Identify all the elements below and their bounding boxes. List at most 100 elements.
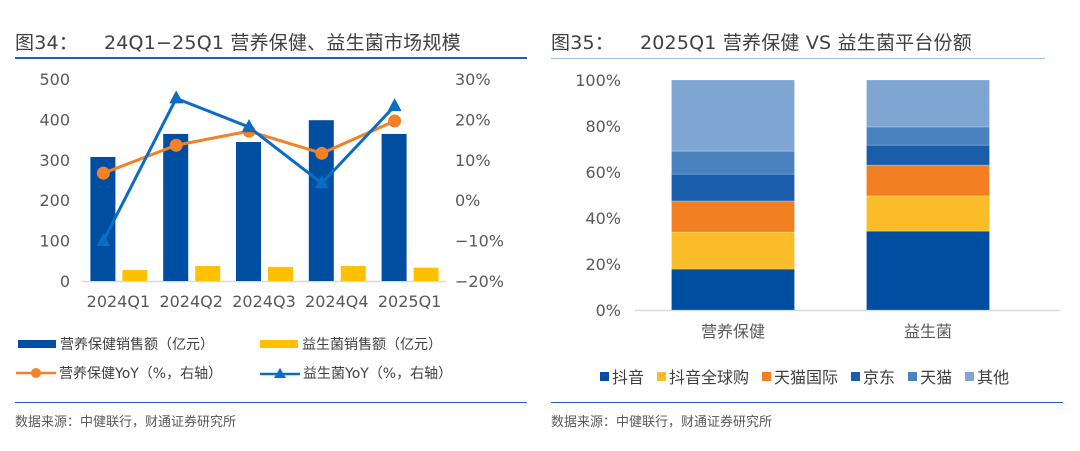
x-axis-tick-label: 2025Q1 — [378, 292, 442, 311]
x-axis-tick-label: 营养保健 — [701, 322, 765, 341]
y-axis-tick-label: 500 — [39, 70, 70, 89]
bar-probiotic-sales — [122, 270, 148, 281]
y2-axis-tick-label: 20% — [455, 110, 491, 129]
x-axis-tick-label: 2024Q2 — [159, 292, 223, 311]
right-figure-number: 图35： — [551, 32, 614, 54]
legend-label: 抖音 — [612, 368, 645, 387]
y-axis-tick-label: 0% — [596, 301, 621, 320]
legend-swatch-square-icon — [762, 371, 772, 381]
y-axis-tick-label: 100% — [575, 71, 621, 90]
stacked-segment-天猫国际 — [866, 164, 990, 197]
legend-item-probiotic-sales: 益生菌销售额（亿元） — [260, 334, 442, 354]
y2-axis-tick-label: −20% — [455, 272, 504, 291]
left-title-rule — [15, 57, 527, 59]
stacked-segment-京东 — [671, 173, 795, 202]
stacked-segment-天猫国际 — [671, 200, 795, 233]
bar-nutrition-sales — [236, 142, 261, 281]
left-source-rule — [15, 402, 527, 403]
legend-label: 益生菌销售额（亿元） — [302, 337, 442, 353]
marker-nutrition-yoy-point — [315, 146, 329, 160]
legend-item-天猫国际: 天猫国际 — [762, 364, 838, 388]
legend-item-天猫: 天猫 — [908, 364, 952, 388]
y-axis-tick-label: 60% — [585, 163, 621, 182]
left-source-note: 数据来源：中健联行，财通证券研究所 — [15, 415, 237, 430]
marker-probiotic-yoy-point — [169, 90, 184, 104]
y-axis-tick-label: 100 — [39, 232, 70, 251]
stacked-segment-京东 — [866, 144, 990, 166]
left-legend-row-2: 营养保健YoY（%，右轴） 益生菌YoY（%，右轴） — [16, 363, 452, 383]
y-axis-tick-label: 20% — [585, 255, 621, 274]
stacked-segment-其他 — [671, 79, 795, 152]
x-axis-tick-label: 2024Q3 — [232, 292, 296, 311]
right-figure-title-text: 2025Q1 营养保健 VS 益生菌平台份额 — [639, 32, 972, 54]
x-axis-tick-label: 2024Q4 — [305, 292, 369, 311]
x-axis-tick-label: 益生菌 — [904, 322, 952, 341]
marker-nutrition-yoy-point — [96, 166, 110, 180]
right-source-rule — [551, 402, 1063, 403]
left-figure-number: 图34： — [15, 32, 78, 54]
legend-item-其他: 其他 — [965, 364, 1009, 388]
y-axis-tick-label: 40% — [585, 209, 621, 228]
left-combo-chart: 0 100 200 300 400 500 −20% −10% 0% 10% 20% 30% 2024Q… — [39, 70, 504, 311]
right-legend: 抖音 抖音全球购 天猫国际 京东 天猫 其他 — [600, 364, 1022, 388]
stacked-segment-抖音全球购 — [671, 231, 795, 270]
legend-item-nutrition-sales: 营养保健销售额（亿元） — [18, 334, 260, 354]
legend-label: 营养保健YoY（%，右轴） — [59, 366, 223, 382]
left-legend-row-1: 营养保健销售额（亿元） 益生菌销售额（亿元） — [18, 334, 442, 354]
legend-swatch-square-icon — [908, 371, 918, 381]
stacked-segment-天猫 — [866, 126, 990, 146]
bar-probiotic-sales — [268, 266, 293, 281]
legend-item-抖音: 抖音 — [600, 364, 644, 388]
y-axis-tick-label: 300 — [39, 151, 70, 170]
y-axis-tick-label: 0 — [60, 272, 70, 291]
legend-item-probiotic-yoy: 益生菌YoY（%，右轴） — [260, 363, 452, 383]
marker-probiotic-yoy-point — [242, 119, 256, 133]
bar-probiotic-sales — [195, 266, 221, 281]
right-stacked-bar-chart: 0% 20% 40% 60% 80% 100% 营养保健 益生菌 — [575, 71, 1060, 341]
legend-label: 天猫国际 — [774, 368, 839, 387]
marker-probiotic-yoy-point — [387, 98, 402, 112]
bar-nutrition-sales — [163, 133, 189, 281]
right-title-rule — [551, 58, 1045, 59]
y2-axis-tick-label: 10% — [455, 151, 491, 170]
legend-label: 京东 — [863, 368, 896, 387]
left-figure-title: 图34： 24Q1−25Q1 营养保健、益生菌市场规模 — [15, 28, 461, 55]
y-axis-tick-label: 80% — [585, 117, 621, 136]
legend-label: 其他 — [977, 368, 1010, 387]
legend-swatch-bar-icon — [18, 340, 56, 348]
marker-probiotic-yoy-point — [314, 175, 329, 189]
bar-probiotic-sales — [340, 266, 366, 281]
y2-axis-tick-label: 0% — [455, 191, 480, 210]
legend-line-circle-icon — [16, 368, 56, 378]
legend-item-抖音全球购: 抖音全球购 — [657, 364, 749, 388]
legend-swatch-square-icon — [657, 371, 667, 381]
y-axis-tick-label: 400 — [39, 110, 70, 129]
stacked-segment-抖音 — [671, 268, 795, 311]
legend-swatch-square-icon — [965, 371, 975, 381]
bar-probiotic-sales — [413, 267, 439, 281]
legend-swatch-square-icon — [851, 371, 861, 381]
legend-item-nutrition-yoy: 营养保健YoY（%，右轴） — [16, 363, 260, 383]
right-figure-title: 图35： 2025Q1 营养保健 VS 益生菌平台份额 — [551, 28, 972, 55]
left-figure-panel: 图34： 24Q1−25Q1 营养保健、益生菌市场规模 0 100 200 300 400… — [15, 28, 527, 430]
legend-swatch-bar-icon — [260, 340, 298, 348]
bar-nutrition-sales — [381, 133, 407, 281]
left-figure-title-text: 24Q1−25Q1 营养保健、益生菌市场规模 — [103, 32, 461, 54]
legend-label: 天猫 — [920, 368, 953, 387]
marker-nutrition-yoy-point — [388, 114, 402, 128]
right-source-note: 数据来源：中健联行，财通证券研究所 — [551, 415, 773, 430]
legend-label: 营养保健销售额（亿元） — [60, 337, 214, 353]
legend-label: 益生菌YoY（%，右轴） — [303, 366, 453, 382]
legend-item-京东: 京东 — [851, 364, 895, 388]
stacked-segment-其他 — [866, 79, 990, 128]
legend-label: 抖音全球购 — [669, 368, 750, 387]
legend-line-triangle-icon — [260, 368, 300, 378]
marker-nutrition-yoy-point — [169, 138, 183, 152]
stacked-segment-抖音 — [866, 230, 990, 311]
bar-nutrition-sales — [308, 120, 334, 281]
marker-probiotic-yoy-point — [96, 233, 111, 247]
y2-axis-tick-label: −10% — [455, 232, 504, 251]
stacked-segment-天猫 — [671, 150, 795, 175]
stacked-segment-抖音全球购 — [866, 195, 990, 232]
x-axis-tick-label: 2024Q1 — [87, 292, 151, 311]
